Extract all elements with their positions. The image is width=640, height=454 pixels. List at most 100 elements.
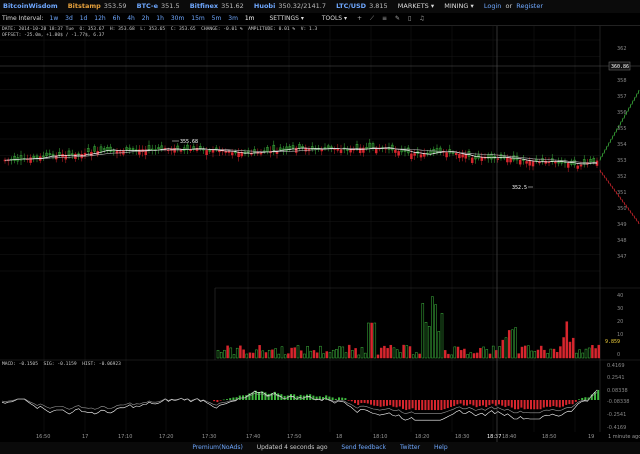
mining-menu[interactable]: MINING ▾: [444, 0, 474, 13]
candle: [310, 146, 314, 150]
twitter-link[interactable]: Twitter: [399, 444, 421, 451]
pencil-icon[interactable]: ✎: [395, 15, 401, 22]
exchange-huobi-name[interactable]: Huobi: [253, 2, 276, 10]
markets-menu[interactable]: MARKETS ▾: [398, 0, 434, 13]
macd-histogram-bar: [312, 395, 315, 400]
register-link[interactable]: Register: [516, 2, 543, 10]
macd-histogram-bar: [494, 400, 497, 406]
volume-bar: [437, 331, 441, 359]
macd-histogram-bar: [414, 400, 417, 411]
macd-histogram-bar: [514, 400, 516, 410]
candle-wick: [625, 204, 628, 208]
macd-histogram-bar: [562, 400, 564, 407]
volume-bar: [530, 350, 533, 359]
interval-12h[interactable]: 12h: [94, 15, 106, 22]
macd-histogram-bar: [264, 392, 267, 400]
candle-wick: [629, 103, 632, 109]
volume-bar: [287, 353, 290, 359]
candle-wick: [619, 121, 622, 126]
plus-icon[interactable]: +: [356, 15, 362, 22]
bell-icon[interactable]: ♫: [419, 15, 425, 22]
help-link[interactable]: Help: [433, 444, 448, 451]
macd-tick-label: 0.2541: [607, 375, 625, 381]
candle: [131, 148, 135, 150]
premium-link[interactable]: Premium(NoAds): [192, 444, 243, 451]
macd-histogram-bar: [222, 399, 225, 401]
candle-wick: [631, 212, 634, 217]
top-ticker-bar: BitcoinWisdom Bitstamp 353.59 BTC-e 351.5 …: [0, 0, 640, 13]
candle: [323, 147, 327, 149]
interval-1d[interactable]: 1d: [79, 15, 88, 22]
interval-4h[interactable]: 4h: [127, 15, 135, 22]
candle: [29, 157, 32, 163]
candle-wick: [635, 93, 638, 98]
candle-wick: [619, 196, 622, 200]
candle-info: DATE: 2014-10-28 18:37 Tue O: 353.67 H: …: [2, 27, 317, 39]
interval-3m[interactable]: 3m: [228, 15, 238, 22]
interval-30m[interactable]: 30m: [170, 15, 185, 22]
price-tick-label: 349: [617, 222, 627, 228]
candle: [589, 159, 592, 163]
exchange-bitstamp-name[interactable]: Bitstamp: [67, 2, 101, 10]
candle: [32, 155, 36, 159]
macd-histogram-bar: [437, 400, 440, 411]
horizontal-lines-icon[interactable]: ≡: [382, 15, 388, 22]
candle: [86, 148, 90, 152]
diagonal-line-icon[interactable]: ⟋: [369, 15, 375, 22]
candle: [435, 148, 439, 153]
send-feedback-link[interactable]: Send feedback: [341, 444, 387, 451]
volume-bars: [216, 296, 601, 359]
candle: [272, 144, 276, 151]
settings-menu[interactable]: SETTINGS ▾: [269, 15, 303, 22]
macd-histogram-bar: [520, 400, 523, 408]
exchange-ltcusd-name[interactable]: LTC/USD: [336, 2, 367, 10]
candle: [67, 150, 71, 156]
volume-bar: [306, 346, 309, 359]
site-logo[interactable]: BitcoinWisdom: [3, 2, 58, 10]
macd-histogram-bar: [466, 400, 468, 406]
volume-bar: [450, 354, 453, 359]
interval-2h[interactable]: 2h: [141, 15, 150, 22]
interval-5m[interactable]: 5m: [211, 15, 222, 22]
tools-menu[interactable]: TOOLS ▾: [322, 15, 347, 22]
interval-6h[interactable]: 6h: [112, 15, 121, 22]
volume-bar: [347, 344, 351, 359]
time-tick-label: 19: [588, 434, 594, 440]
candle: [157, 147, 160, 150]
volume-bar: [232, 354, 236, 359]
candle: [266, 147, 269, 152]
macd-histogram-bar: [296, 396, 299, 400]
exchange-ltcusd-price: 3.815: [369, 2, 388, 10]
macd-histogram-bar: [325, 395, 328, 400]
macd-histogram-bar: [366, 400, 369, 404]
candle: [99, 146, 103, 152]
volume-bar: [258, 345, 261, 359]
macd-tick-label: -0.2541: [607, 412, 626, 418]
login-link[interactable]: Login: [483, 2, 502, 10]
interval-1m[interactable]: 1m: [244, 15, 255, 22]
volume-bar: [335, 349, 338, 359]
volume-bar: [501, 339, 505, 359]
volume-bar: [527, 345, 530, 359]
time-tick-label: 16:50: [36, 434, 50, 440]
exchange-btce-name[interactable]: BTC-e: [136, 2, 159, 10]
moving-averages: [4, 147, 598, 165]
exchange-bitfinex-name[interactable]: Bitfinex: [189, 2, 219, 10]
macd-histogram-bar: [434, 400, 436, 411]
candle: [109, 146, 112, 152]
macd-histogram-bar: [427, 400, 430, 411]
interval-1h[interactable]: 1h: [156, 15, 164, 22]
time-tick-label: 17: [82, 434, 88, 440]
price-chart[interactable]: 362 358 357 356 355 354 353 352 351 350 349 348 347 4…: [0, 26, 640, 442]
moving-average-fast: [4, 147, 598, 165]
time-tick-label: 18:10: [373, 434, 387, 440]
candle-wick: [627, 107, 630, 112]
interval-15m[interactable]: 15m: [191, 15, 205, 22]
price-tick-label: 354: [617, 142, 627, 148]
time-tick-label: 18: [336, 434, 342, 440]
interval-3d[interactable]: 3d: [65, 15, 73, 22]
trash-icon[interactable]: ▯: [407, 15, 412, 22]
interval-1w[interactable]: 1w: [49, 15, 59, 22]
volume-bar: [584, 348, 588, 359]
macd-histogram-bar: [504, 400, 507, 407]
